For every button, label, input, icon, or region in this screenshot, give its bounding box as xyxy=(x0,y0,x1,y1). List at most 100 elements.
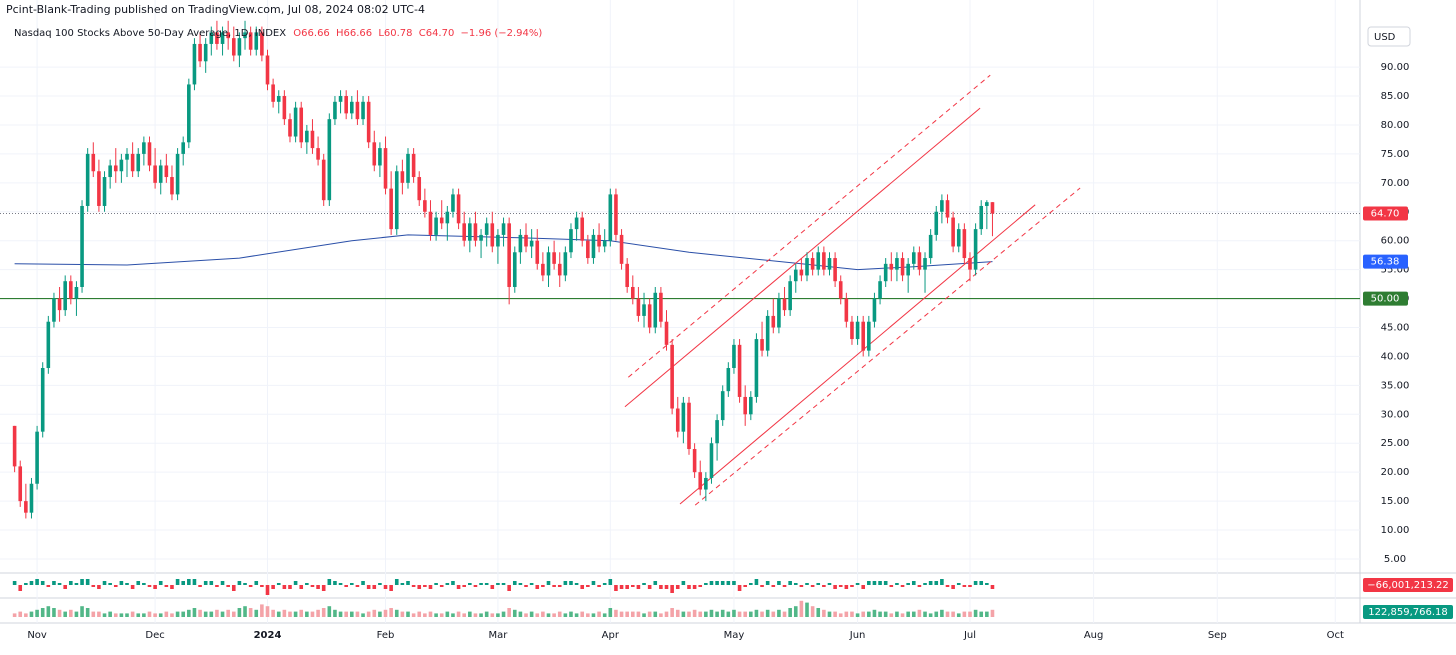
candle-body xyxy=(507,223,511,287)
candle-body xyxy=(113,165,118,172)
pane2-bar xyxy=(372,609,377,617)
currency[interactable]: USD xyxy=(1374,32,1396,43)
pane1-bar xyxy=(434,583,438,585)
pane1-bar xyxy=(670,585,674,593)
pane1-bar xyxy=(850,585,854,587)
pane2-bar xyxy=(338,611,343,617)
pane2-bar xyxy=(91,611,96,617)
pane2-bar xyxy=(468,611,472,617)
y-tick-label: 90.00 xyxy=(1381,62,1410,73)
pane1-bar xyxy=(956,583,961,585)
y-tick-label: 25.00 xyxy=(1381,438,1410,449)
candle-body xyxy=(355,101,360,120)
pane2-bar xyxy=(231,611,236,617)
candle-body xyxy=(192,43,197,85)
pane1-bar xyxy=(316,585,320,589)
pane1-bar xyxy=(265,585,270,595)
pane2-bar xyxy=(305,611,309,617)
pane1-bar xyxy=(608,579,613,585)
pane2-bar xyxy=(934,611,939,617)
pane2-bar xyxy=(220,611,225,617)
candle-body xyxy=(659,292,663,322)
candle-body xyxy=(187,84,191,143)
candle-body xyxy=(529,240,534,247)
y-tick-label: 20.00 xyxy=(1381,467,1410,478)
candle-body xyxy=(97,171,101,206)
pane1-bar xyxy=(299,585,304,589)
pane1-bar xyxy=(85,579,90,585)
candle-body xyxy=(282,96,287,120)
pane2-bar xyxy=(737,611,742,617)
candle-body xyxy=(709,443,714,478)
pane1-bar xyxy=(760,585,764,587)
pane2-bar xyxy=(479,613,483,617)
pane1-bar xyxy=(765,581,770,585)
pane2-bar xyxy=(557,611,562,617)
pane1-bar xyxy=(602,583,607,585)
candle-body xyxy=(940,200,944,212)
pane2-bar xyxy=(754,609,759,617)
pane2-bar xyxy=(46,606,51,617)
pane1-bar xyxy=(282,585,287,589)
candle-body xyxy=(675,408,680,432)
candle-body xyxy=(838,281,843,299)
pane2-bar xyxy=(394,609,399,617)
pane2-bar xyxy=(456,611,461,617)
pane2-bar xyxy=(265,606,270,617)
pane1-bar xyxy=(484,583,489,585)
candle-body xyxy=(310,130,315,149)
candle-body xyxy=(350,101,354,114)
candle-body xyxy=(288,119,292,137)
pane1-bar xyxy=(793,583,798,585)
candle-body xyxy=(484,223,489,235)
candle-body xyxy=(366,101,371,143)
candle-body xyxy=(226,32,230,39)
pane1-bar xyxy=(142,583,146,585)
candle-body xyxy=(198,43,202,62)
pane2-bar xyxy=(850,611,854,617)
pane1-bar xyxy=(810,585,815,587)
pane2-bar xyxy=(838,613,843,617)
pane1-bar xyxy=(192,579,197,585)
candle-body xyxy=(917,252,922,270)
pane1-bar xyxy=(732,581,736,585)
pane-value: 122,859,766.18 xyxy=(1368,607,1448,618)
pane1-bar xyxy=(968,585,972,587)
pane2-bar xyxy=(591,613,596,617)
pane2-bar xyxy=(248,608,253,617)
pane2-bar xyxy=(625,611,629,617)
pane2-bar xyxy=(732,609,736,617)
pane2-bar xyxy=(630,611,635,617)
candle-body xyxy=(805,258,809,276)
pane1-bar xyxy=(827,583,832,585)
candle-body xyxy=(687,402,691,450)
pane2-bar xyxy=(164,611,169,617)
candle-body xyxy=(889,263,894,270)
pane1-bar xyxy=(951,585,955,589)
pane2-bar xyxy=(136,613,141,617)
pane1-bar xyxy=(175,579,180,585)
price-label: 64.70 xyxy=(1371,208,1400,219)
candle-body xyxy=(439,217,444,224)
pane2-bar xyxy=(125,613,129,617)
pane1-bar xyxy=(597,585,601,587)
candle-body xyxy=(810,258,815,270)
pane2-bar xyxy=(119,613,124,617)
pane2-bar xyxy=(192,608,197,617)
currency-box[interactable] xyxy=(1367,26,1411,47)
candle-body xyxy=(473,223,478,241)
candle-body xyxy=(951,217,955,247)
pane2-bar xyxy=(175,611,180,617)
pane1-bar xyxy=(18,585,23,591)
pane1-bar xyxy=(962,585,967,587)
pane2-bar xyxy=(720,609,725,617)
candle-body xyxy=(962,229,967,259)
pane2-bar xyxy=(130,611,135,617)
pane1-bar xyxy=(451,581,455,585)
pane2-bar xyxy=(715,611,719,617)
pane1-bar xyxy=(625,585,629,589)
pane1-bar xyxy=(720,581,725,585)
pane2-bar xyxy=(63,611,67,617)
pane2-bar xyxy=(293,611,298,617)
candle-body xyxy=(479,234,483,241)
